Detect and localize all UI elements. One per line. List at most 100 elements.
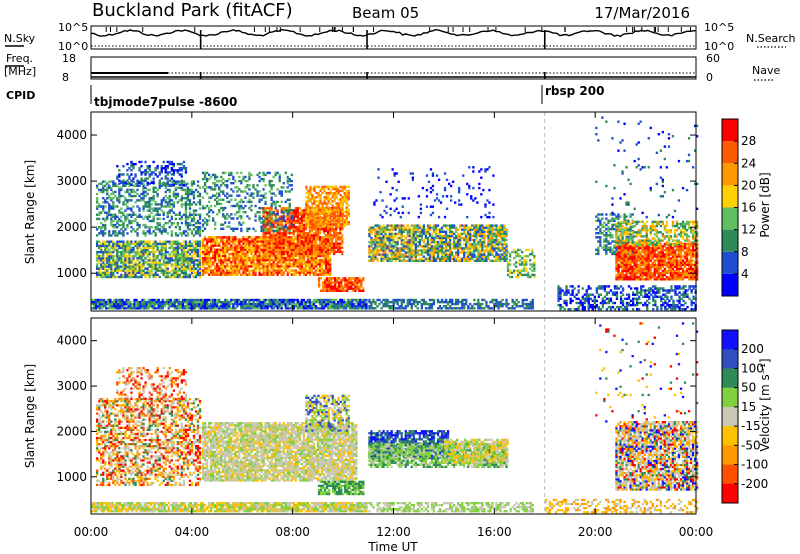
- heatmap-cell: [197, 298, 201, 302]
- heatmap-cell: [184, 234, 188, 237]
- heatmap-cell: [260, 236, 263, 239]
- heatmap-cell: [345, 300, 348, 304]
- heatmap-cell: [186, 273, 190, 277]
- heatmap-cell: [300, 267, 303, 270]
- heatmap-cell: [286, 221, 289, 224]
- heatmap-cell: [337, 189, 340, 193]
- heatmap-cell: [292, 213, 295, 216]
- heatmap-cell: [154, 273, 157, 277]
- heatmap-cell: [126, 223, 129, 227]
- heatmap-cell: [343, 210, 346, 213]
- heatmap-cell: [142, 255, 145, 258]
- heatmap-cell: [168, 197, 171, 200]
- heatmap-cell: [357, 298, 360, 302]
- heatmap-cell: [118, 190, 121, 194]
- heatmap-cell: [305, 225, 308, 228]
- heatmap-cell: [164, 244, 167, 248]
- heatmap-cell: [266, 227, 269, 231]
- heatmap-cell: [314, 300, 318, 304]
- heatmap-cell: [242, 211, 245, 214]
- heatmap-cell: [146, 215, 149, 218]
- heatmap-cell: [329, 214, 332, 218]
- heatmap-cell: [312, 236, 316, 239]
- heatmap-cell: [238, 200, 241, 204]
- heatmap-cell: [97, 298, 100, 302]
- heatmap-cell: [324, 261, 328, 264]
- heatmap-cell: [126, 182, 129, 185]
- heatmap-cell: [146, 203, 149, 206]
- heatmap-cell: [331, 207, 334, 210]
- heatmap-cell: [160, 226, 163, 229]
- heatmap-cell: [148, 207, 151, 210]
- heatmap-cell: [220, 263, 223, 266]
- heatmap-cell: [312, 238, 316, 241]
- heatmap-cell: [146, 271, 149, 274]
- heatmap-cell: [345, 200, 348, 203]
- heatmap-cell: [188, 257, 192, 260]
- heatmap-cell: [210, 305, 213, 308]
- heatmap-cell: [310, 271, 314, 274]
- heatmap-cell: [272, 184, 275, 187]
- heatmap-cell: [321, 185, 324, 189]
- heatmap-cell: [159, 307, 162, 310]
- heatmap-cell: [138, 275, 141, 279]
- heatmap-cell: [272, 252, 275, 256]
- heatmap-cell: [268, 207, 271, 210]
- heatmap-cell: [268, 273, 271, 276]
- heatmap-cell: [378, 230, 381, 233]
- heatmap-cell: [154, 240, 157, 243]
- heatmap-cell: [306, 269, 310, 272]
- heatmap-cell: [196, 221, 200, 225]
- heatmap-cell: [108, 197, 111, 200]
- heatmap-cell: [206, 258, 209, 262]
- heatmap-cell: [354, 283, 357, 286]
- heatmap-cell: [226, 298, 229, 302]
- heatmap-cell: [318, 236, 322, 239]
- heatmap-cell: [258, 248, 261, 251]
- heatmap-cell: [278, 219, 281, 222]
- heatmap-cell: [158, 253, 161, 256]
- heatmap-cell: [158, 230, 161, 233]
- heatmap-cell: [128, 207, 131, 210]
- heatmap-cell: [148, 219, 151, 223]
- heatmap-cell: [236, 246, 239, 249]
- heatmap-cell: [116, 197, 119, 200]
- heatmap-cell: [220, 302, 223, 306]
- heatmap-cell: [290, 173, 293, 177]
- heatmap-cell: [248, 305, 251, 308]
- heatmap-cell: [322, 307, 326, 310]
- heatmap-cell: [282, 232, 285, 235]
- heatmap-cell: [198, 230, 202, 233]
- heatmap-cell: [167, 305, 170, 308]
- heatmap-cell: [152, 186, 155, 189]
- heatmap-cell: [129, 307, 132, 310]
- heatmap-cell: [318, 248, 322, 251]
- heatmap-cell: [148, 244, 151, 248]
- heatmap-cell: [146, 255, 149, 258]
- heatmap-cell: [302, 254, 306, 258]
- heatmap-cell: [254, 215, 257, 218]
- heatmap-cell: [312, 234, 316, 237]
- heatmap-cell: [327, 191, 330, 195]
- heatmap-cell: [304, 273, 308, 276]
- heatmap-cell: [142, 223, 145, 227]
- heatmap-cell: [222, 252, 225, 256]
- heatmap-cell: [388, 247, 391, 250]
- heatmap-cell: [130, 240, 133, 243]
- heatmap-cell: [320, 252, 324, 256]
- heatmap-cell: [274, 263, 277, 266]
- heatmap-cell: [321, 281, 325, 284]
- heatmap-cell: [325, 191, 328, 195]
- heatmap-cell: [179, 305, 182, 308]
- heatmap-cell: [156, 255, 159, 258]
- heatmap-cell: [309, 216, 312, 220]
- nsky-tick-bottom: 10^0: [58, 40, 88, 53]
- heatmap-cell: [262, 271, 265, 274]
- heatmap-cell: [234, 250, 237, 254]
- heatmap-cell: [230, 307, 233, 310]
- heatmap-cell: [274, 242, 277, 245]
- heatmap-cell: [97, 305, 100, 308]
- heatmap-cell: [234, 256, 237, 260]
- heatmap-cell: [296, 248, 299, 251]
- heatmap-cell: [270, 302, 273, 306]
